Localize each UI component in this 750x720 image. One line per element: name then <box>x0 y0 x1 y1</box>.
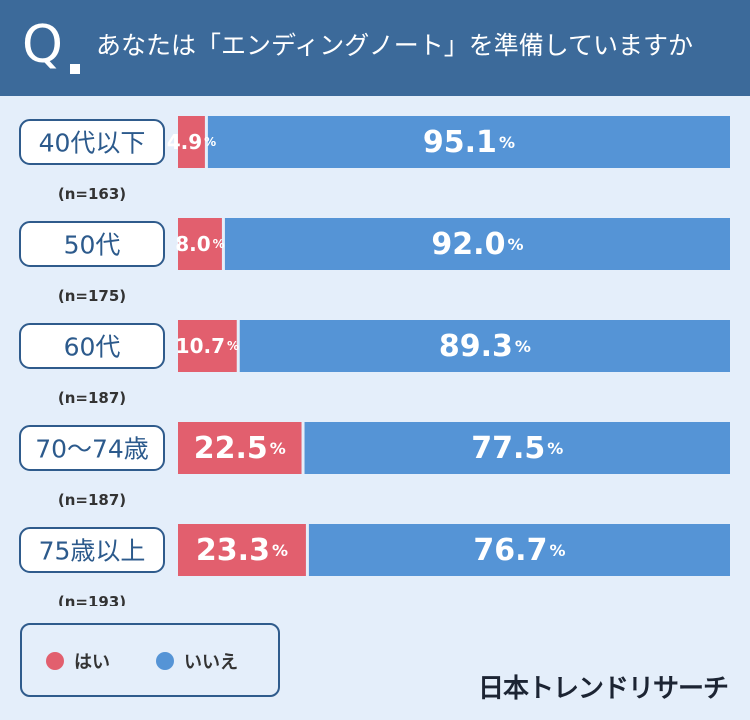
category-box <box>19 221 165 267</box>
bar-no <box>224 218 731 270</box>
value-label-yes: 8.0% <box>175 232 224 256</box>
legend-no-label: いいえ <box>184 652 238 673</box>
value-label-yes: 4.9% <box>167 130 216 154</box>
bar-no <box>304 422 730 474</box>
value-label-no: 92.0% <box>431 227 523 262</box>
category-label: 70〜74歳 <box>35 435 149 464</box>
category-label: 50代 <box>64 231 121 260</box>
legend-yes-dot <box>46 652 64 670</box>
bar-no <box>207 116 730 168</box>
sample-size-label: (n=193) <box>58 593 126 606</box>
value-label-no: 89.3% <box>439 329 531 364</box>
value-label-no: 95.1% <box>423 125 515 160</box>
sample-size-label: (n=187) <box>58 491 126 509</box>
value-label-no: 76.7% <box>473 533 565 568</box>
category-box <box>19 527 165 573</box>
bar-yes <box>178 218 222 270</box>
value-label-yes: 23.3% <box>196 533 288 568</box>
bar-no <box>308 524 730 576</box>
brand-logo: 日本トレンドリサーチ <box>477 674 729 704</box>
legend-item-yes: はい <box>46 649 110 673</box>
legend-yes-label: はい <box>74 652 110 673</box>
value-label-yes: 10.7% <box>176 334 239 358</box>
bar-yes <box>178 320 237 372</box>
question-mark-label: Q <box>22 15 63 75</box>
category-box <box>19 425 165 471</box>
bar-no <box>239 320 731 372</box>
legend-item-no: いいえ <box>156 649 238 673</box>
stacked-bar-chart: 40代以下 (n=163) 4.9% 95.1 % 50代 (n=175) 8.0% 92.0%… <box>19 116 731 606</box>
category-label: 60代 <box>64 333 121 362</box>
sample-size-label: (n=163) <box>58 185 126 203</box>
category-label: 75歳以上 <box>39 537 146 566</box>
sample-size-label: (n=175) <box>58 287 126 305</box>
question-text: あなたは「エンディングノート」を準備していますか <box>96 31 694 60</box>
category-box <box>19 119 165 165</box>
value-label-no: 77.5% <box>471 431 563 466</box>
bar-yes <box>178 422 302 474</box>
legend-no-dot <box>156 652 174 670</box>
legend: はい いいえ <box>20 623 280 697</box>
category-box <box>19 323 165 369</box>
question-header: Q あなたは「エンディングノート」を準備していますか <box>0 0 750 96</box>
sample-size-label: (n=187) <box>58 389 126 407</box>
category-label: 40代以下 <box>39 129 146 158</box>
value-label-yes: 22.5% <box>194 431 286 466</box>
bar-yes <box>178 524 306 576</box>
question-mark-dot <box>70 64 80 74</box>
bar-yes <box>178 116 205 168</box>
